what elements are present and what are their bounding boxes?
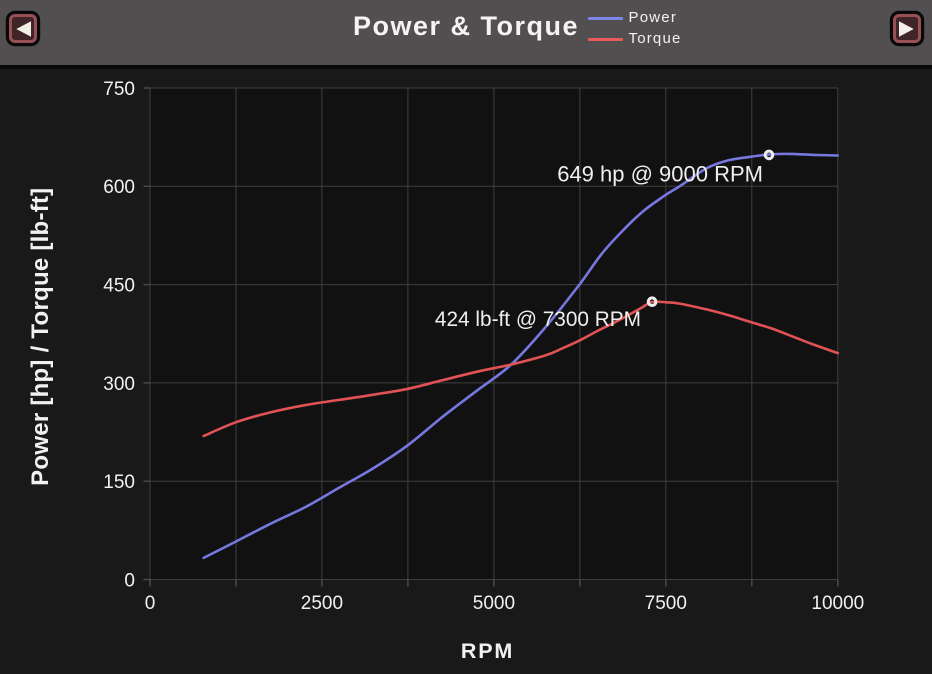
svg-text:10000: 10000 [811, 593, 864, 614]
svg-text:150: 150 [103, 472, 135, 493]
svg-text:2500: 2500 [301, 593, 343, 614]
svg-text:424 lb-ft @ 7300 RPM: 424 lb-ft @ 7300 RPM [435, 308, 641, 331]
svg-text:7500: 7500 [645, 593, 687, 614]
svg-text:0: 0 [145, 593, 156, 614]
svg-text:649 hp @ 9000 RPM: 649 hp @ 9000 RPM [557, 162, 763, 187]
svg-text:300: 300 [103, 374, 135, 395]
svg-text:750: 750 [103, 79, 135, 100]
svg-text:600: 600 [103, 177, 135, 198]
svg-text:0: 0 [124, 570, 135, 591]
svg-text:RPM: RPM [461, 639, 514, 663]
svg-text:Power [hp] / Torque [lb-ft]: Power [hp] / Torque [lb-ft] [27, 188, 54, 486]
svg-text:450: 450 [103, 276, 135, 297]
svg-text:5000: 5000 [473, 593, 515, 614]
